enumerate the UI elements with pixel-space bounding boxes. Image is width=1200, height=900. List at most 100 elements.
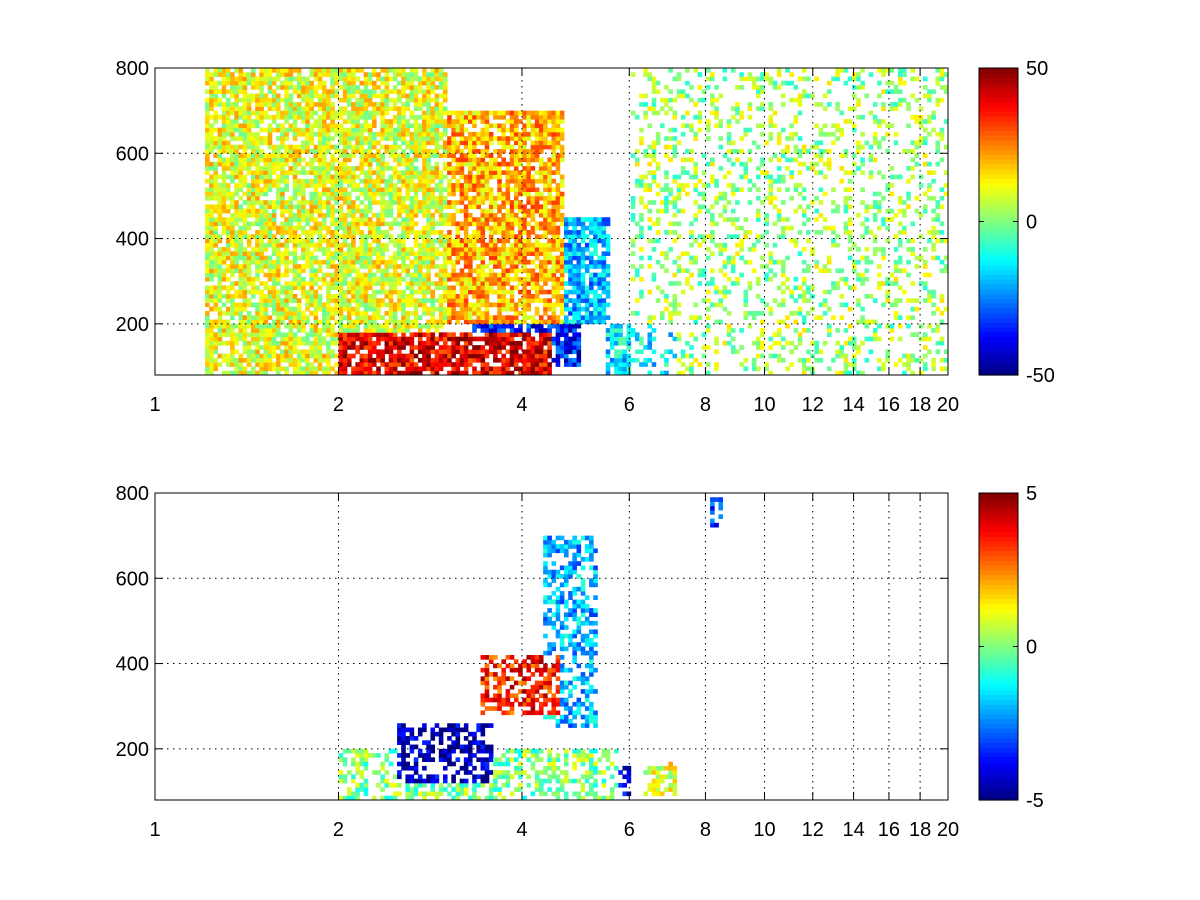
heatmap-cell <box>230 302 235 308</box>
heatmap-cell <box>351 225 356 231</box>
heatmap-cell <box>434 238 440 244</box>
heatmap-cell <box>338 349 344 355</box>
heatmap-cell <box>209 93 214 99</box>
heatmap-cell <box>280 140 285 146</box>
heatmap-cell <box>430 119 436 124</box>
heatmap-cell <box>230 157 235 163</box>
heatmap-cell <box>505 110 511 116</box>
heatmap-cell <box>493 255 498 261</box>
heatmap-cell <box>292 332 298 338</box>
heatmap-cell <box>225 370 231 376</box>
heatmap-cell <box>225 166 231 171</box>
heatmap-cell <box>401 268 406 274</box>
heatmap-cell <box>451 353 456 359</box>
heatmap-cell <box>230 161 235 167</box>
heatmap-cell <box>401 140 406 146</box>
heatmap-cell <box>205 191 210 197</box>
heatmap-cell <box>426 366 431 372</box>
heatmap-cell <box>246 144 252 150</box>
heatmap-cell <box>250 281 256 286</box>
heatmap-cell <box>559 349 565 355</box>
heatmap-cell <box>463 225 469 231</box>
heatmap-cell <box>472 251 477 257</box>
heatmap-cell <box>317 276 323 282</box>
heatmap-cell <box>559 332 565 338</box>
heatmap-cell <box>259 315 264 320</box>
heatmap-cell <box>547 183 552 188</box>
heatmap-cell <box>230 328 235 333</box>
heatmap-cell <box>342 80 348 86</box>
heatmap-cell <box>221 144 227 150</box>
heatmap-cell <box>451 247 456 252</box>
heatmap-cell <box>397 136 402 141</box>
heatmap-cell <box>301 328 306 333</box>
heatmap-cell <box>555 340 561 346</box>
heatmap-cell <box>255 136 260 141</box>
heatmap-cell <box>284 242 289 248</box>
heatmap-cell <box>380 123 385 129</box>
heatmap-cell <box>296 191 302 197</box>
heatmap-cell <box>384 264 390 269</box>
heatmap-cell <box>342 217 348 222</box>
heatmap-cell <box>434 131 440 137</box>
heatmap-cell <box>384 149 390 154</box>
heatmap-cell <box>372 93 377 99</box>
heatmap-cell <box>326 68 331 73</box>
heatmap-cell <box>250 161 256 167</box>
heatmap-cell <box>605 268 611 274</box>
heatmap-cell <box>388 345 394 350</box>
heatmap-cell <box>221 76 227 82</box>
heatmap-cell <box>397 110 402 116</box>
heatmap-cell <box>330 144 335 150</box>
heatmap-cell <box>434 323 440 329</box>
heatmap-cell <box>543 264 548 269</box>
heatmap-cell <box>321 72 327 77</box>
heatmap-cell <box>538 204 544 210</box>
heatmap-cell <box>488 110 494 116</box>
heatmap-cell <box>476 302 481 308</box>
heatmap-cell <box>438 217 444 222</box>
heatmap-cell <box>572 332 577 338</box>
heatmap-cell <box>321 281 327 286</box>
heatmap-cell <box>413 89 419 94</box>
heatmap-cell <box>217 323 223 329</box>
heatmap-cell <box>259 200 264 205</box>
heatmap-cell <box>384 247 390 252</box>
heatmap-cell <box>259 268 264 274</box>
heatmap-cell <box>225 276 231 282</box>
heatmap-cell <box>447 149 452 154</box>
heatmap-cell <box>501 131 506 137</box>
heatmap-cell <box>284 136 289 141</box>
heatmap-cell <box>284 85 289 90</box>
heatmap-cell <box>330 230 335 235</box>
heatmap-cell <box>614 336 619 342</box>
heatmap-cell <box>334 217 340 222</box>
heatmap-cell <box>309 72 314 77</box>
heatmap-cell <box>572 362 577 367</box>
heatmap-cell <box>434 204 440 210</box>
heatmap-cell <box>401 259 406 265</box>
heatmap-cell <box>230 200 235 205</box>
heatmap-cell <box>355 140 360 146</box>
heatmap-cell <box>497 217 502 222</box>
heatmap-cell <box>255 80 260 86</box>
heatmap-cell <box>255 302 260 308</box>
heatmap-cell <box>543 336 548 342</box>
heatmap-cell <box>280 157 285 163</box>
heatmap-cell <box>284 293 289 299</box>
heatmap-cell <box>338 170 344 175</box>
heatmap-cell <box>271 259 277 265</box>
heatmap-cell <box>497 140 502 146</box>
heatmap-cell <box>225 89 231 94</box>
heatmap-cell <box>238 110 244 116</box>
heatmap-cell <box>326 191 331 197</box>
heatmap-cell <box>463 183 469 188</box>
heatmap-cell <box>430 247 436 252</box>
heatmap-cell <box>321 89 327 94</box>
heatmap-cell <box>513 195 519 201</box>
heatmap-cell <box>576 251 582 257</box>
heatmap-cell <box>342 340 348 346</box>
heatmap-cell <box>276 238 281 244</box>
heatmap-cell <box>442 306 448 312</box>
heatmap-cell <box>242 212 248 218</box>
